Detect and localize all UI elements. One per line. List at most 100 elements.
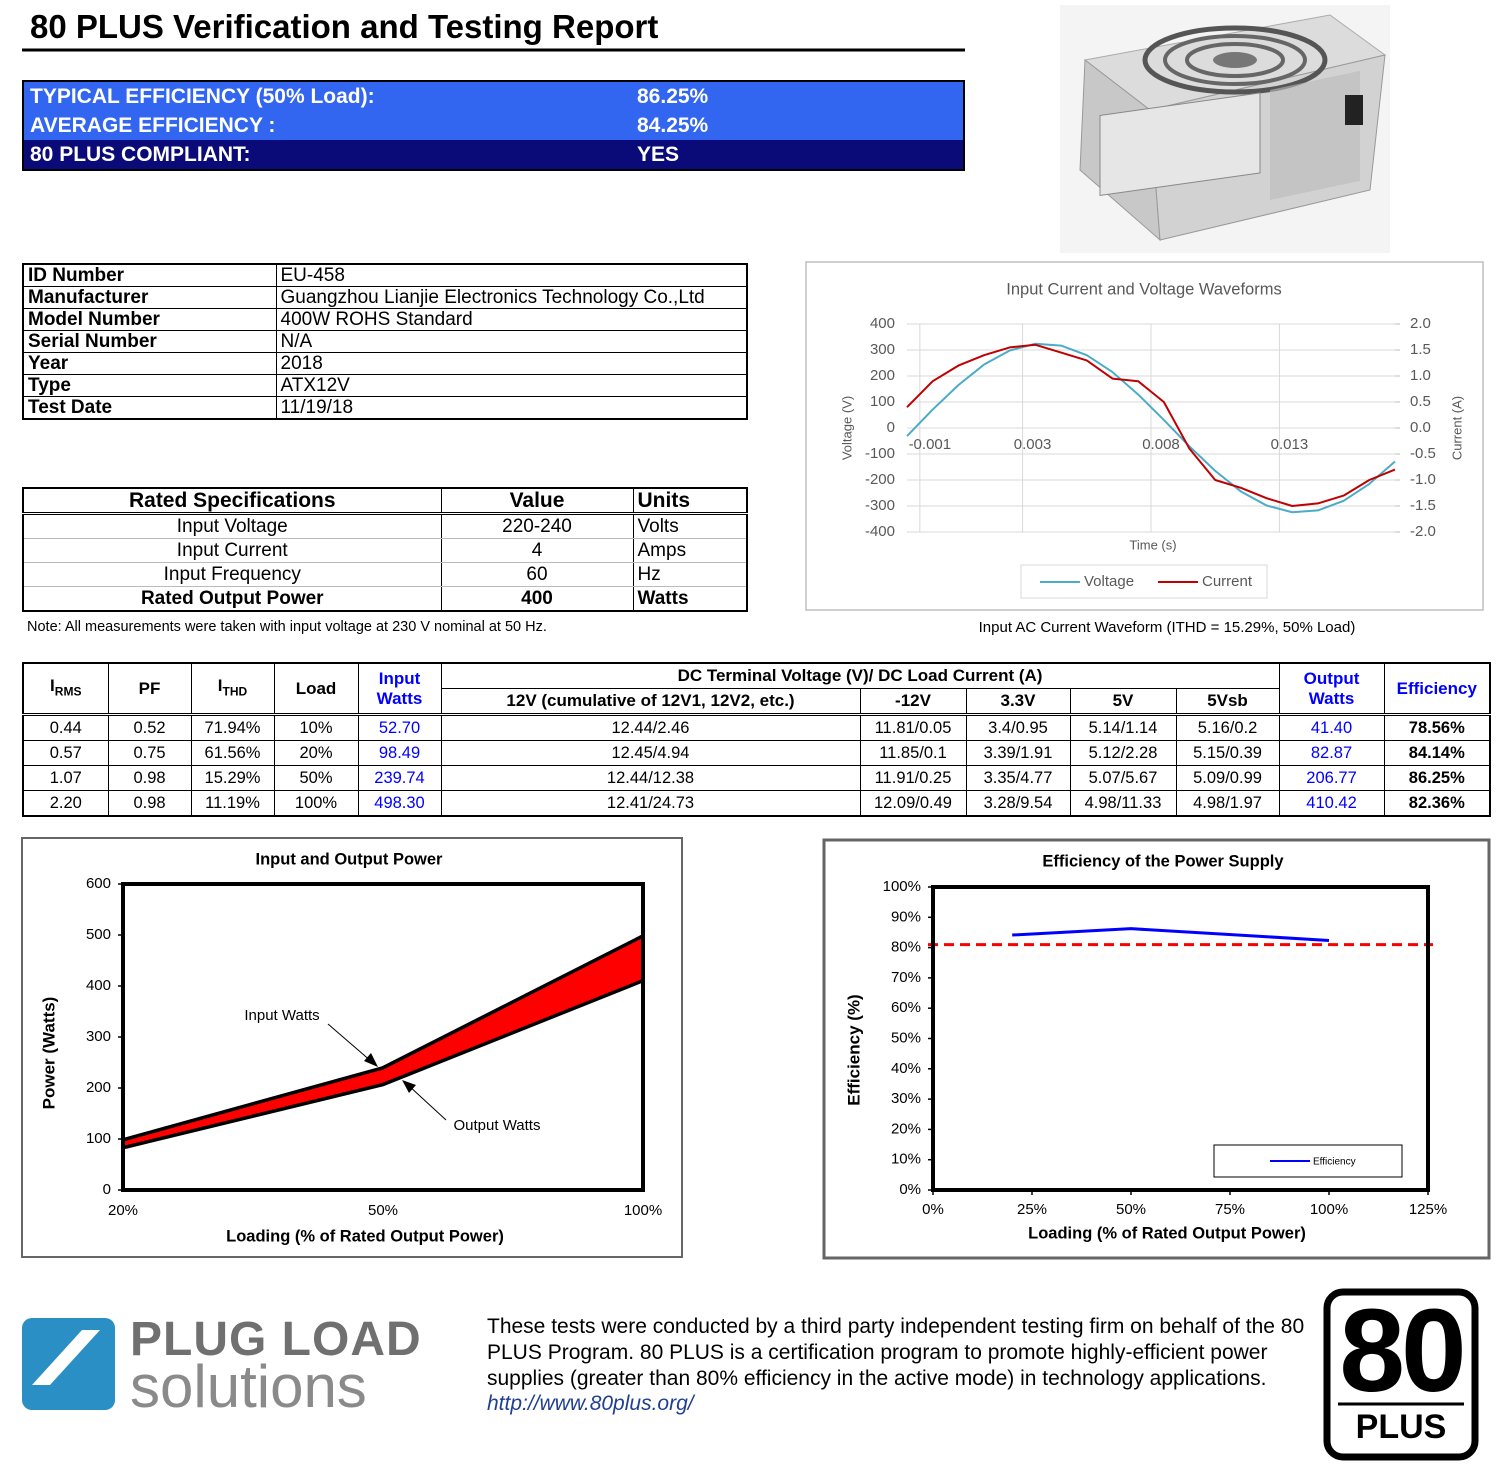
annotation-arrow (407, 1084, 447, 1121)
specs-cell: Hz (632, 562, 747, 587)
annotation-arrow (327, 1023, 373, 1063)
specs-header-cell: Units (632, 488, 747, 515)
x-tick-label: 20% (108, 1202, 138, 1219)
results-cell: 5.09/0.99 (1175, 765, 1280, 791)
x-tick-label: -0.001 (909, 436, 952, 453)
y2-tick-label: 0.5 (1410, 393, 1431, 410)
plot-border (931, 885, 1430, 1192)
y2-tick-label: 0.0 (1410, 419, 1431, 436)
y-tick-label: 100% (883, 878, 921, 895)
info-row: Serial Number N/A (22, 330, 748, 353)
results-cell: 5.15/0.39 (1175, 740, 1280, 766)
y-tick-label: 0 (103, 1181, 111, 1198)
results-cell: 12.09/0.49 (859, 790, 967, 817)
results-cell: 0.98 (107, 790, 192, 817)
results-cell: 11.85/0.1 (859, 740, 967, 766)
results-cell: 78.56% (1383, 714, 1491, 741)
info-label: Serial Number (22, 330, 277, 353)
arrow-head (364, 1053, 378, 1067)
results-cell: 82.87 (1278, 740, 1385, 766)
info-row: Test Date 11/19/18 (22, 396, 748, 420)
results-cell: 0.98 (107, 765, 192, 791)
x-tick-label: 50% (368, 1202, 398, 1219)
series-line (122, 979, 644, 1150)
summary-label: AVERAGE EFFICIENCY : (30, 114, 276, 137)
y-tick-label: 60% (891, 999, 921, 1016)
specs-header-cell: Value (440, 488, 633, 515)
results-cell: 0.75 (107, 740, 192, 766)
results-cell: 11.81/0.05 (859, 714, 967, 741)
logo-line1: PLUG LOAD (130, 1313, 422, 1366)
results-cell: 5.14/1.14 (1069, 714, 1177, 741)
results-header-cell: Output Watts (1278, 662, 1385, 716)
results-header-cell: Input Watts (357, 662, 442, 716)
results-cell: 5.16/0.2 (1175, 714, 1280, 741)
summary-row: 80 PLUS COMPLIANT: YES (24, 140, 963, 169)
specs-row: Input Current 4 Amps (22, 538, 747, 563)
info-row: Year 2018 (22, 352, 748, 375)
summary-value: YES (637, 143, 680, 166)
results-cell: 61.56% (190, 740, 275, 766)
y-tick-label: -300 (865, 497, 895, 514)
y2-tick-label: 1.5 (1410, 341, 1431, 358)
info-value: N/A (275, 330, 748, 353)
info-label: Manufacturer (22, 286, 277, 309)
y-tick-label: 80% (891, 939, 921, 956)
series-line (1012, 927, 1330, 942)
specs-cell: Input Voltage (22, 513, 441, 539)
results-cell: 410.42 (1278, 790, 1385, 817)
waveform-frame (805, 261, 1484, 611)
y-tick-label: 50% (891, 1029, 921, 1046)
specs-cell: 400 (440, 586, 633, 612)
badge-text: PLUS (1355, 1408, 1447, 1446)
x-tick-label: 0% (922, 1201, 944, 1218)
results-cell: 2.20 (22, 790, 109, 817)
header-main: I (50, 675, 55, 695)
results-cell: 4.98/1.97 (1175, 790, 1280, 817)
results-cell: 5.07/5.67 (1069, 765, 1177, 791)
results-cell: 0.57 (22, 740, 109, 766)
specs-cell: Watts (632, 586, 747, 612)
series-line (122, 934, 644, 1142)
results-cell: 498.30 (357, 790, 442, 817)
summary-box: TYPICAL EFFICIENCY (50% Load): 86.25% AVER… (22, 80, 965, 171)
series-line (906, 343, 1396, 507)
results-cell: 3.4/0.95 (965, 714, 1071, 741)
info-value: 11/19/18 (275, 396, 748, 420)
x-tick-label: 50% (1116, 1201, 1146, 1218)
specs-table: Rated Specifications Value Units Input Volt… (22, 487, 748, 612)
results-cell: 71.94% (190, 714, 275, 741)
x-axis-label: Time (s) (1129, 537, 1176, 552)
results-subheader-cell: 5V (1069, 688, 1177, 716)
results-cell: 82.36% (1383, 790, 1491, 817)
x-tick-label: 100% (624, 1202, 662, 1219)
specs-header: Rated Specifications Value Units (22, 488, 747, 515)
results-header-cell: Efficiency (1383, 662, 1491, 716)
y2-tick-label: -2.0 (1410, 523, 1436, 540)
specs-cell: Volts (632, 513, 747, 539)
results-cell: 41.40 (1278, 714, 1385, 741)
y-tick-label: 90% (891, 908, 921, 925)
footer-link[interactable]: http://www.80plus.org/ (487, 1392, 694, 1415)
results-cell: 10% (273, 714, 359, 741)
plot-border (121, 882, 645, 1192)
results-cell: 11.19% (190, 790, 275, 817)
info-value: EU-458 (275, 263, 748, 287)
legend-label: Current (1202, 573, 1253, 590)
y2-tick-label: -0.5 (1410, 445, 1436, 462)
series-line (906, 342, 1396, 514)
results-cell: 12.44/12.38 (440, 765, 861, 791)
results-cell: 50% (273, 765, 359, 791)
specs-row: Input Voltage 220-240 Volts (22, 513, 747, 539)
results-cell: 11.91/0.25 (859, 765, 967, 791)
results-row: 0.44 0.52 71.94% 10% 52.70 12.44/2.46 11.81/0.… (22, 714, 1491, 741)
plug-load-logo (22, 1318, 115, 1410)
info-value: ATX12V (275, 374, 748, 397)
summary-row: AVERAGE EFFICIENCY : 84.25% (24, 111, 963, 140)
y-axis-label: Efficiency (%) (844, 994, 863, 1105)
y2-tick-label: -1.0 (1410, 471, 1436, 488)
chart-title: Efficiency of the Power Supply (1042, 852, 1284, 870)
results-cell: 239.74 (357, 765, 442, 791)
specs-cell: Input Frequency (22, 562, 441, 587)
